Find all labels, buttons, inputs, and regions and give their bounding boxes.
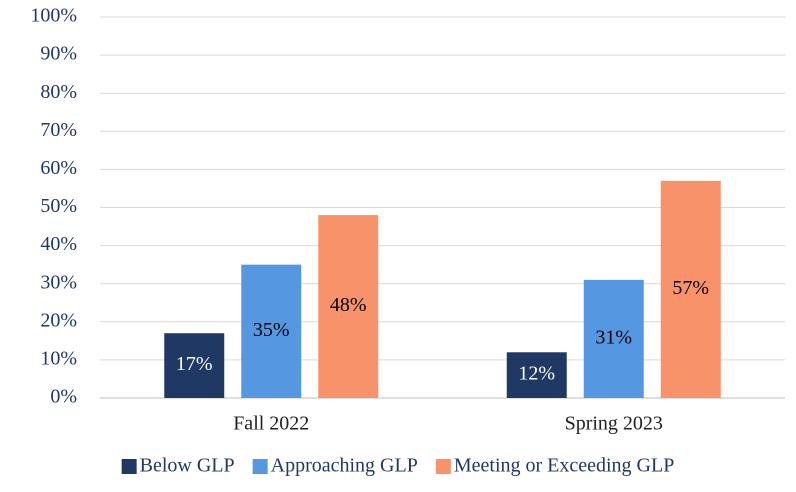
y-tick-label: 30% bbox=[40, 271, 77, 293]
y-tick-label: 50% bbox=[40, 195, 77, 217]
y-tick-label: 20% bbox=[40, 309, 77, 331]
data-label: 48% bbox=[330, 294, 367, 316]
bar bbox=[506, 352, 567, 398]
data-label: 31% bbox=[595, 327, 632, 349]
bar bbox=[583, 279, 644, 398]
bar bbox=[318, 215, 379, 398]
legend-swatch bbox=[121, 459, 137, 474]
legend-swatch bbox=[252, 459, 268, 474]
data-label: 57% bbox=[672, 277, 709, 299]
y-tick-label: 10% bbox=[40, 347, 77, 369]
y-tick-label: 0% bbox=[50, 386, 77, 408]
y-tick-label: 70% bbox=[40, 119, 77, 141]
y-tick-label: 90% bbox=[40, 43, 77, 65]
y-tick-label: 100% bbox=[30, 5, 77, 27]
x-tick-label: Fall 2022 bbox=[233, 413, 309, 435]
bar bbox=[164, 333, 225, 398]
y-tick-label: 60% bbox=[40, 157, 77, 179]
legend-label: Below GLP bbox=[140, 455, 235, 477]
bar bbox=[241, 264, 302, 398]
legend-label: Approaching GLP bbox=[271, 455, 418, 477]
legend-swatch bbox=[435, 459, 451, 474]
y-tick-label: 40% bbox=[40, 233, 77, 255]
x-tick-label: Spring 2023 bbox=[565, 413, 663, 435]
y-tick-label: 80% bbox=[40, 81, 77, 103]
data-label: 12% bbox=[518, 363, 555, 385]
data-label: 35% bbox=[253, 319, 290, 341]
data-label: 17% bbox=[176, 353, 213, 375]
bar bbox=[660, 180, 721, 398]
legend-label: Meeting or Exceeding GLP bbox=[454, 455, 675, 477]
